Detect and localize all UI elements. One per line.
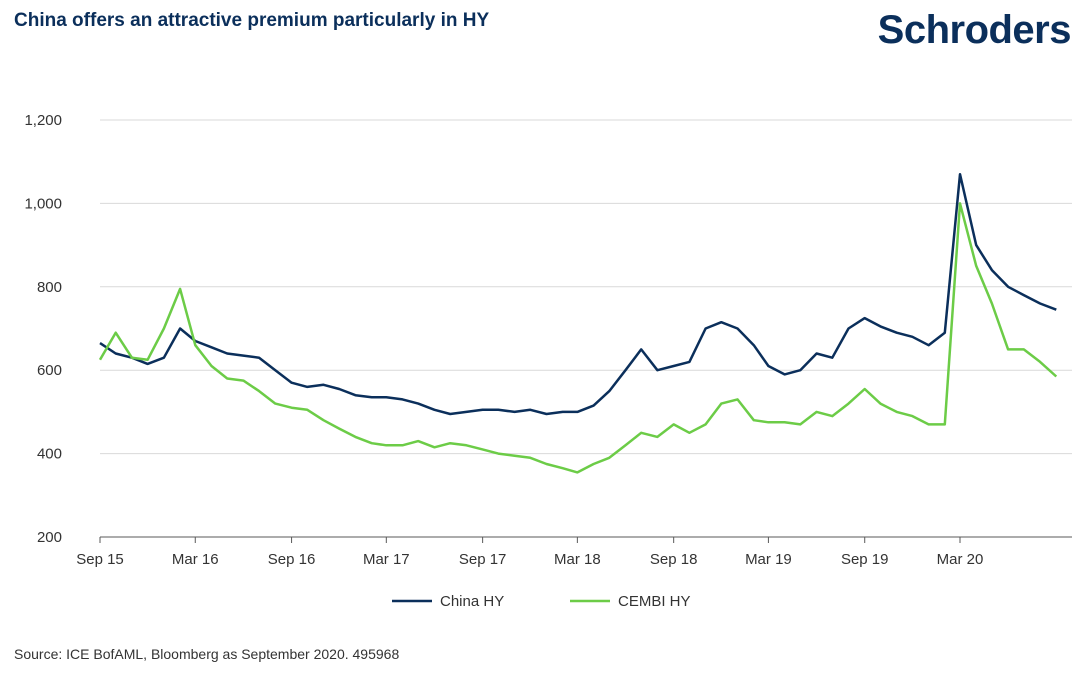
y-tick-label-1200: 1,200 [24, 112, 62, 129]
x-tick-label-9: Mar 20 [937, 551, 984, 568]
x-tick-label-8: Sep 19 [841, 551, 889, 568]
series-line-0 [99, 172, 1057, 416]
y-tick-label-200: 200 [37, 529, 62, 546]
x-tick-label-7: Mar 19 [745, 551, 792, 568]
series-line-1 [98, 202, 1058, 474]
x-tick-label-5: Mar 18 [554, 551, 601, 568]
legend: China HY CEMBI HY [392, 593, 691, 610]
x-tick-label-0: Sep 15 [76, 551, 124, 568]
legend-label-1: CEMBI HY [618, 593, 691, 610]
x-tick-label-4: Sep 17 [459, 551, 507, 568]
y-axis-ticks: 200 400 600 800 1,000 1,200 [24, 112, 62, 546]
y-tick-label-800: 800 [37, 279, 62, 296]
x-axis-ticks: Sep 15 Mar 16 Sep 16 Mar 17 Sep 17 Mar 18 Sep … [76, 537, 983, 568]
y-tick-label-1000: 1,000 [24, 195, 62, 212]
gridlines [100, 119, 1072, 455]
series-lines [98, 172, 1058, 474]
source-note: Source: ICE BofAML, Bloomberg as Septemb… [14, 646, 400, 662]
legend-label-0: China HY [440, 593, 504, 610]
y-tick-label-400: 400 [37, 446, 62, 463]
x-tick-label-6: Sep 18 [650, 551, 698, 568]
y-tick-label-600: 600 [37, 362, 62, 379]
x-tick-label-1: Mar 16 [172, 551, 219, 568]
x-tick-label-2: Sep 16 [268, 551, 316, 568]
schroders-logo: Schroders [877, 8, 1072, 52]
x-tick-label-3: Mar 17 [363, 551, 410, 568]
chart-title: China offers an attractive premium parti… [14, 10, 490, 31]
